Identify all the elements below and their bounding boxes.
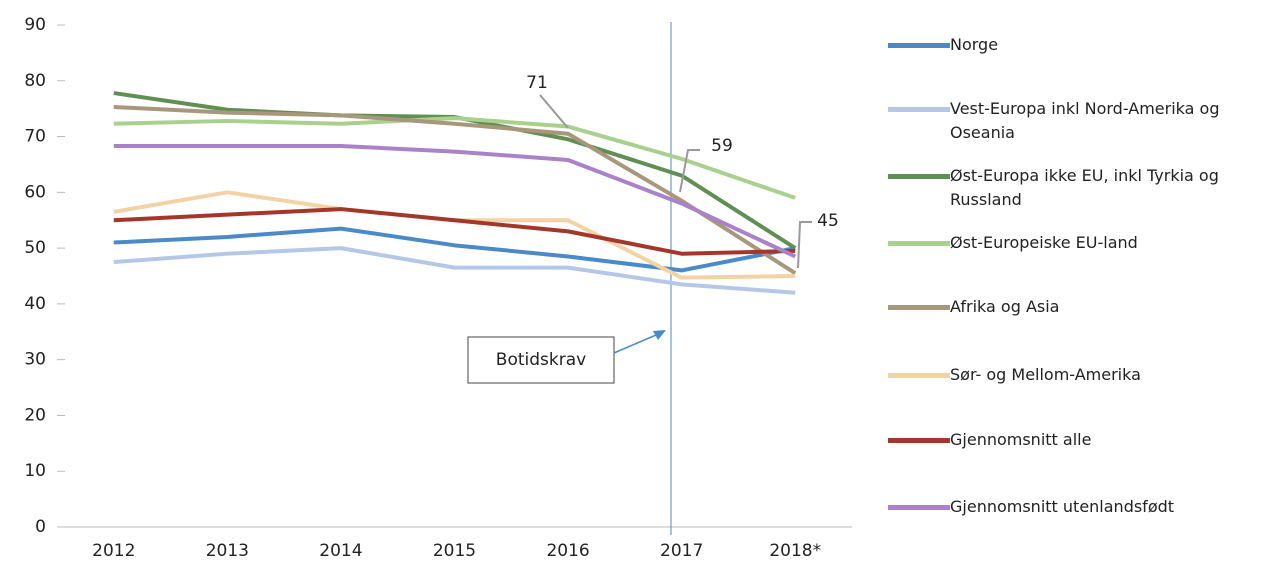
- y-tick-label: 30: [24, 350, 46, 370]
- y-tick-label: 50: [24, 238, 46, 258]
- series-line: [113, 104, 797, 275]
- legend-item: Øst-Europeiske EU-land: [888, 231, 1258, 255]
- legend-item: Gjennomsnitt utenlandsfødt: [888, 495, 1258, 519]
- callout: [679, 149, 700, 193]
- x-tick-label: 2017: [660, 541, 703, 561]
- y-tick-label: 80: [24, 71, 46, 91]
- y-tick-label: 10: [24, 461, 46, 481]
- legend-item: Sør- og Mellom-Amerika: [888, 363, 1258, 387]
- legend-label: Vest-Europa inkl Nord-Amerika og Oseania: [950, 99, 1220, 142]
- legend-label: Norge: [950, 35, 999, 54]
- x-tick-label: 2013: [206, 541, 249, 561]
- legend-swatch: [888, 373, 950, 378]
- x-tick-label: 2015: [433, 541, 476, 561]
- callout: [797, 221, 812, 269]
- annotation: 45: [817, 211, 839, 231]
- legend-swatch: [888, 241, 950, 246]
- legend-label: Afrika og Asia: [950, 297, 1060, 316]
- legend-swatch: [888, 505, 950, 510]
- legend-swatch: [888, 438, 950, 443]
- legend-item: Vest-Europa inkl Nord-Amerika og Oseania: [888, 97, 1258, 145]
- legend-swatch: [888, 107, 950, 112]
- annotation: 59: [711, 136, 733, 156]
- x-tick-label: 2014: [319, 541, 362, 561]
- legend-label: Gjennomsnitt alle: [950, 430, 1092, 449]
- y-tick-label: 0: [35, 517, 46, 537]
- x-tick-label: 2016: [546, 541, 589, 561]
- arrow-head: [653, 330, 666, 340]
- legend-swatch: [888, 305, 950, 310]
- legend-label: Sør- og Mellom-Amerika: [950, 365, 1141, 384]
- annotation: 71: [526, 73, 548, 93]
- y-tick-label: 40: [24, 294, 46, 314]
- x-tick-label: 2018*: [769, 541, 821, 561]
- series-line: [113, 116, 796, 200]
- legend-label: Gjennomsnitt utenlandsfødt: [950, 497, 1175, 516]
- series-line: [113, 246, 796, 295]
- y-tick-label: 70: [24, 127, 46, 147]
- annotation-box: [467, 336, 615, 384]
- annotation: Botidskrav: [496, 350, 586, 370]
- legend-label: Øst-Europeiske EU-land: [950, 233, 1138, 252]
- y-tick-label: 60: [24, 182, 46, 202]
- x-tick-label: 2012: [92, 541, 135, 561]
- arrow: [613, 334, 657, 354]
- callout: [539, 94, 569, 129]
- y-tick-label: 90: [24, 15, 46, 35]
- legend-item: Øst-Europa ikke EU, inkl Tyrkia og Russl…: [888, 164, 1258, 212]
- y-tick-label: 20: [24, 405, 46, 425]
- series-line: [113, 190, 796, 280]
- legend-swatch: [888, 174, 950, 179]
- legend-item: Norge: [888, 33, 1258, 57]
- legend-swatch: [888, 43, 950, 48]
- legend-label: Øst-Europa ikke EU, inkl Tyrkia og Russl…: [950, 166, 1219, 209]
- series-line: [113, 226, 796, 273]
- legend-item: Afrika og Asia: [888, 295, 1258, 319]
- legend-item: Gjennomsnitt alle: [888, 428, 1258, 452]
- series-line: [113, 207, 796, 256]
- series-line: [113, 144, 797, 259]
